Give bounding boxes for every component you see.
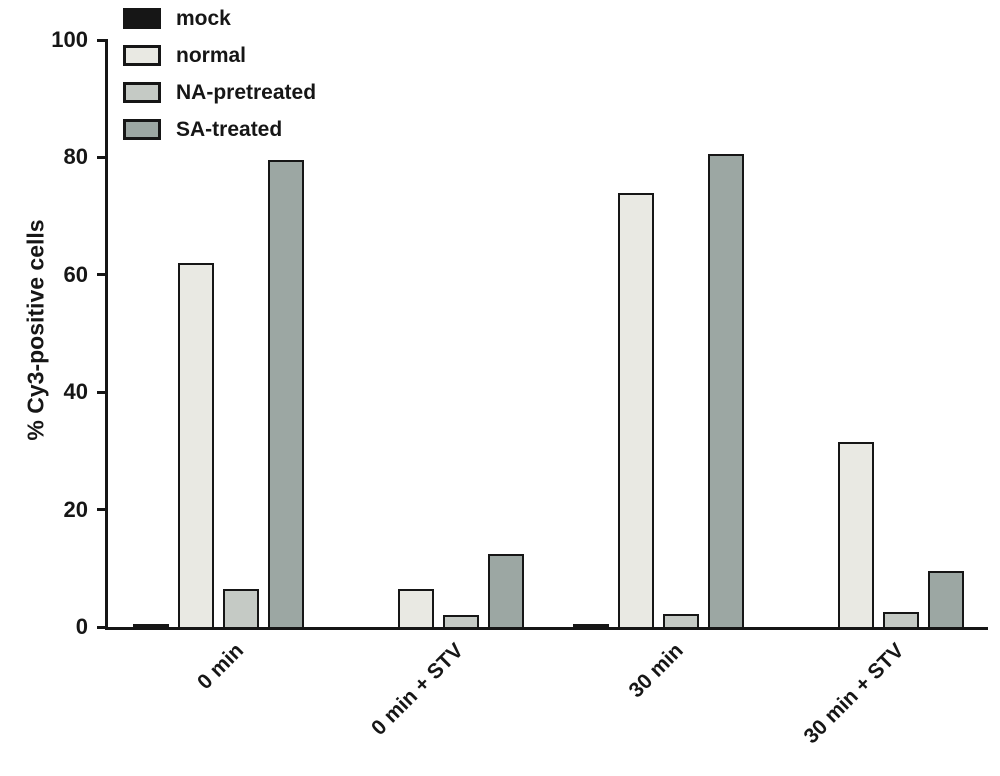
bar-mock — [572, 624, 609, 627]
bar-na-pretreated — [882, 612, 919, 627]
bar-sa-treated — [267, 160, 304, 627]
y-tick-label: 80 — [63, 144, 88, 170]
legend-swatch — [123, 82, 161, 103]
legend-item: SA-treated — [123, 119, 316, 140]
legend-label: SA-treated — [176, 118, 283, 141]
x-tick-label: 0 min + STV — [367, 639, 469, 740]
legend-label: mock — [176, 7, 231, 30]
y-tick-label: 40 — [63, 379, 88, 405]
bar-mock — [132, 624, 169, 627]
legend-item: NA-pretreated — [123, 82, 316, 103]
bar-na-pretreated — [662, 614, 699, 627]
legend-item: normal — [123, 45, 316, 66]
bar-normal — [617, 192, 654, 627]
bar-normal — [837, 442, 874, 627]
bar-na-pretreated — [442, 615, 479, 627]
bar-sa-treated — [707, 154, 744, 627]
legend-label: normal — [176, 44, 247, 67]
bar-sa-treated — [927, 571, 964, 627]
y-tick — [97, 273, 108, 277]
y-tick — [97, 625, 108, 629]
y-tick-label: 20 — [63, 496, 88, 522]
legend-label: NA-pretreated — [176, 81, 317, 104]
legend-swatch — [123, 45, 161, 66]
y-tick — [97, 508, 108, 512]
legend-swatch — [123, 8, 161, 29]
plot-area: 0 20 40 60 80 100 0 min 0 min + STV 30 min 30 min… — [51, 27, 988, 748]
bar-normal — [177, 263, 214, 627]
x-tick-label: 30 min — [624, 639, 689, 703]
legend: mock normal NA-pretreated SA-treated — [123, 8, 316, 140]
bar-sa-treated — [487, 553, 524, 627]
y-axis-title: % Cy3-positive cells — [22, 219, 49, 441]
legend-swatch — [123, 119, 161, 140]
y-tick-label: 60 — [63, 261, 88, 287]
x-tick-label: 30 min + STV — [799, 639, 909, 749]
legend-item: mock — [123, 8, 316, 29]
y-tick-label: 100 — [51, 27, 88, 52]
y-tick-label: 0 — [75, 614, 88, 639]
y-tick — [97, 390, 108, 394]
y-tick — [97, 155, 108, 159]
y-tick — [97, 38, 108, 42]
bar-na-pretreated — [222, 588, 259, 627]
x-tick-label: 0 min — [193, 639, 249, 695]
bar-normal — [397, 588, 434, 627]
